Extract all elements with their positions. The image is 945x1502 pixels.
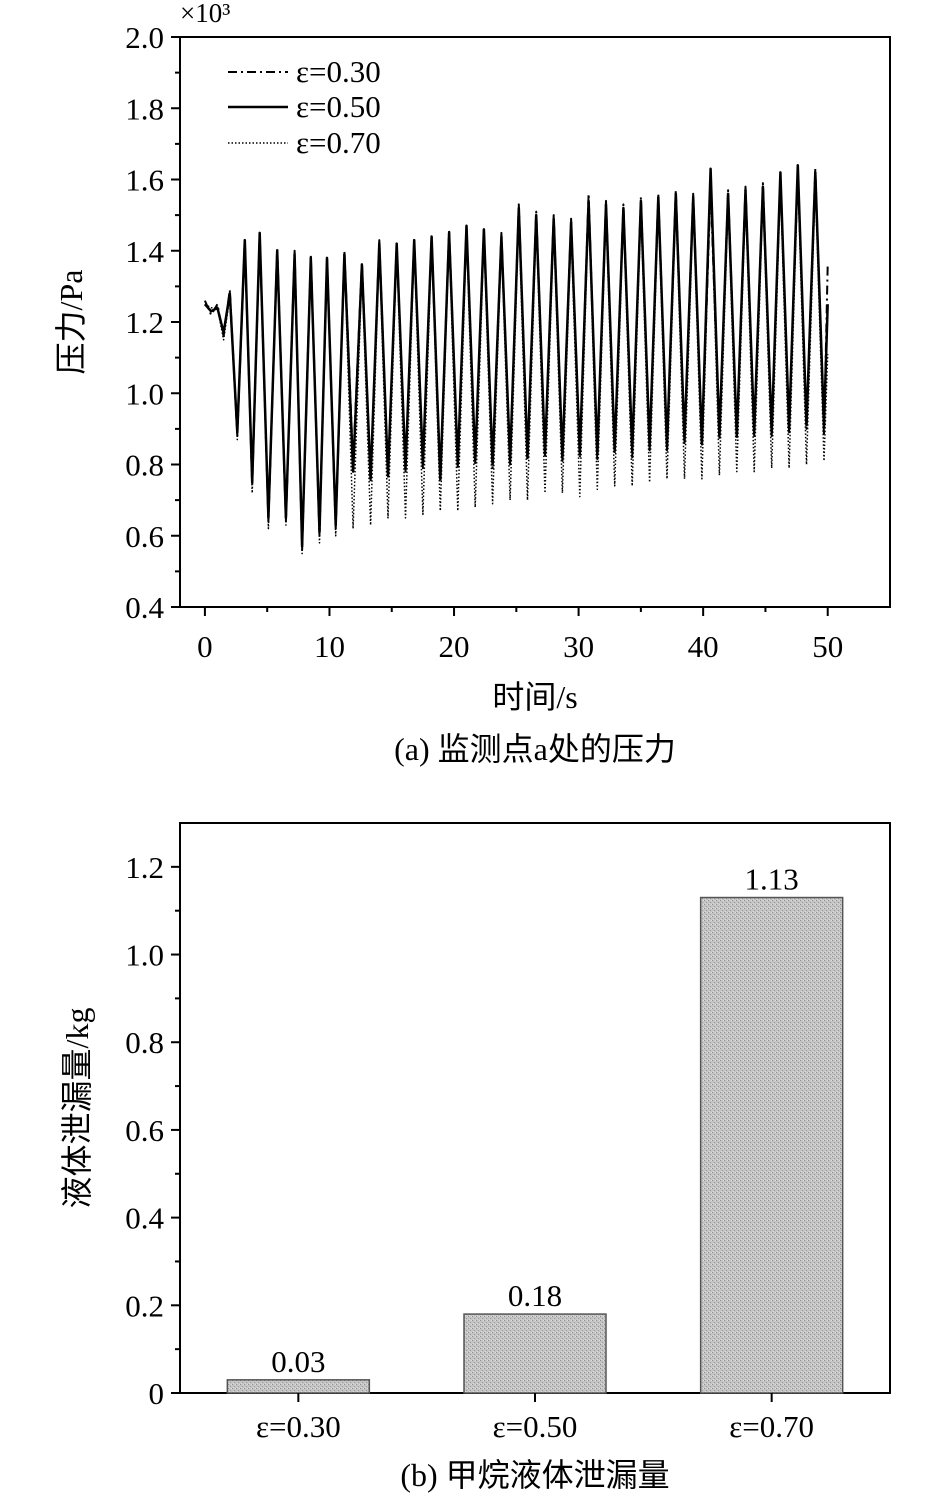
y-tick-label-b-2: 0.4 (125, 1201, 164, 1236)
y-axis-b: 0 0.2 0.4 0.6 0.8 1.0 1.2 (125, 850, 180, 1411)
bars-group: 0.03 ε=0.30 0.18 ε=0.50 1.13 ε=0.70 (226, 862, 844, 1444)
bar-1 (463, 1313, 607, 1394)
bar-chart: 0 0.2 0.4 0.6 0.8 1.0 1.2 0.03 ε=0.30 0.18 ε=0.50… (59, 822, 891, 1493)
bar-value-label-2: 1.13 (745, 862, 799, 897)
y-tick-label-a-0: 0.4 (125, 590, 164, 625)
bar-value-label-1: 0.18 (508, 1278, 562, 1313)
x-tick-label-a-0: 0 (197, 629, 213, 664)
y-tick-label-b-6: 1.2 (125, 850, 164, 885)
y-tick-label-a-2: 0.8 (125, 448, 164, 483)
y-tick-label-b-0: 0 (149, 1376, 165, 1411)
y-tick-label-a-7: 1.8 (125, 91, 164, 126)
legend-label-2: ε=0.70 (296, 125, 381, 160)
bar-value-label-0: 0.03 (271, 1344, 325, 1379)
y-multiplier: ×10³ (180, 0, 230, 28)
series-group-a (203, 164, 829, 555)
y-tick-label-a-5: 1.4 (125, 234, 164, 269)
y-tick-label-b-3: 0.6 (125, 1113, 164, 1148)
y-axis-title-a: 压力/Pa (53, 270, 89, 375)
bar-2 (699, 896, 844, 1394)
legend-label-1: ε=0.50 (296, 89, 381, 124)
caption-b: (b) 甲烷液体泄漏量 (400, 1457, 669, 1493)
x-tick-label-a-3: 30 (563, 629, 594, 664)
line-chart: 0.40.60.81.01.21.41.61.82.0 0 10 20 30 40 50 … (53, 0, 891, 767)
x-tick-label-a-5: 50 (812, 629, 843, 664)
x-tick-label-b-0: ε=0.30 (256, 1409, 341, 1444)
x-tick-label-a-4: 40 (688, 629, 719, 664)
y-tick-label-a-3: 1.0 (125, 376, 164, 411)
y-tick-label-a-1: 0.6 (125, 519, 164, 554)
y-tick-label-b-4: 0.8 (125, 1025, 164, 1060)
x-tick-label-b-1: ε=0.50 (493, 1409, 578, 1444)
legend: ε=0.30 ε=0.50 ε=0.70 (228, 54, 381, 160)
x-tick-label-b-2: ε=0.70 (729, 1409, 814, 1444)
series-line-2 (204, 175, 829, 555)
x-axis-a: 0 10 20 30 40 50 (197, 607, 843, 664)
series-line-1 (203, 164, 829, 548)
x-tick-label-a-2: 20 (439, 629, 470, 664)
y-tick-label-a-6: 1.6 (125, 163, 164, 198)
y-tick-label-a-8: 2.0 (125, 20, 164, 55)
x-axis-title-a: 时间/s (492, 679, 577, 715)
legend-label-0: ε=0.30 (296, 54, 381, 89)
y-tick-label-b-1: 0.2 (125, 1288, 164, 1323)
caption-a: (a) 监测点a处的压力 (394, 731, 676, 767)
bar-0 (226, 1379, 371, 1394)
y-axis-a: 0.4 0.6 0.8 1.0 1.2 1.4 1.6 1.8 2.0 (125, 20, 180, 625)
y-tick-label-a-4: 1.2 (125, 305, 164, 340)
y-axis-title-b: 液体泄漏量/kg (59, 1008, 95, 1209)
y-tick-label-b-5: 1.0 (125, 938, 164, 973)
x-tick-label-a-1: 10 (314, 629, 345, 664)
